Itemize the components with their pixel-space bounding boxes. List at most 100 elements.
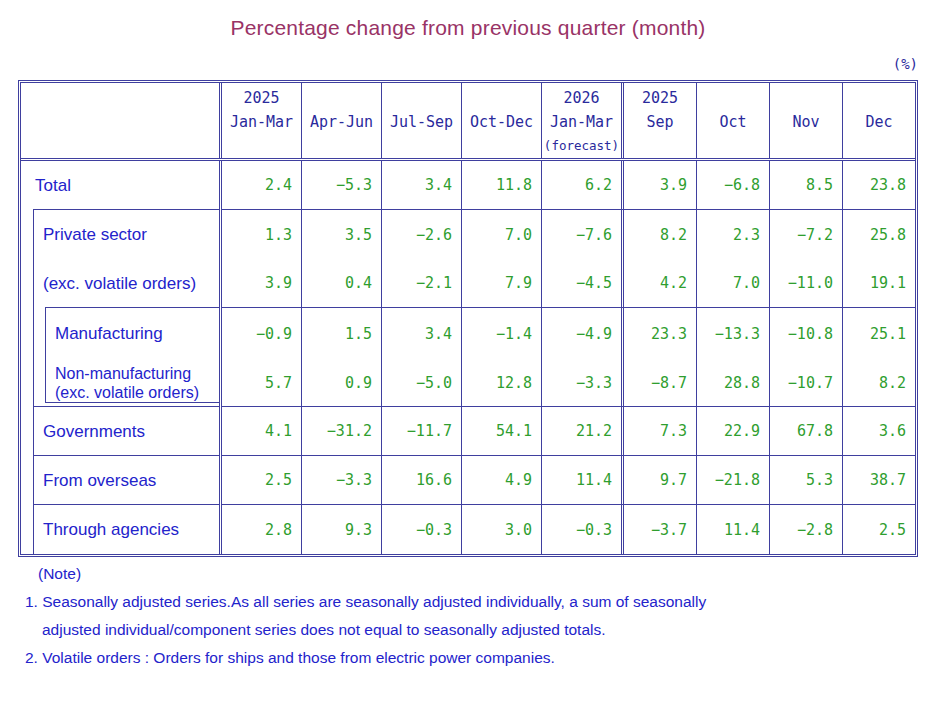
value-cell: 28.8 <box>697 359 770 407</box>
value-cell: −7.2 <box>770 210 843 259</box>
value-cell: −0.9 <box>222 308 302 359</box>
row-label: Total <box>21 161 219 210</box>
row-label: (exc. volatile orders) <box>21 259 219 308</box>
value-cell: 7.3 <box>624 407 697 456</box>
data-table: 2025Jan-MarApr-JunJul-SepOct-Dec2026Jan-… <box>18 80 918 557</box>
table-row: 5.70.9−5.012.8−3.3−8.728.8−10.78.2 <box>222 359 915 407</box>
value-cell: 67.8 <box>770 407 843 456</box>
column-header-line: 2025 <box>642 86 678 110</box>
row-label-line: Non-manufacturing <box>55 364 219 383</box>
value-cell: 1.3 <box>222 210 302 259</box>
label-group-border <box>33 455 219 456</box>
value-cell: 38.7 <box>843 456 915 505</box>
value-cell: 3.4 <box>382 308 462 359</box>
value-cell: 11.4 <box>542 456 624 505</box>
note-2: 2. Volatile orders : Orders for ships an… <box>25 647 936 668</box>
column-header-line: Oct <box>719 110 746 134</box>
value-cell: 9.7 <box>624 456 697 505</box>
row-label-line: Private sector <box>43 225 219 245</box>
value-cell: 8.5 <box>770 161 843 210</box>
notes: (Note) 1. Seasonally adjusted series.As … <box>0 563 936 675</box>
row-label-line: Total <box>35 176 219 196</box>
column-header: Oct-Dec <box>462 83 542 158</box>
value-cell: 2.5 <box>222 456 302 505</box>
header-cells: 2025Jan-MarApr-JunJul-SepOct-Dec2026Jan-… <box>222 83 915 158</box>
value-cell: −10.8 <box>770 308 843 359</box>
value-cell: 9.3 <box>302 505 382 554</box>
value-cell: 7.0 <box>462 210 542 259</box>
value-cell: −0.3 <box>542 505 624 554</box>
value-cell: −11.0 <box>770 259 843 308</box>
row-label-line: Through agencies <box>43 520 219 540</box>
value-cell: 8.2 <box>843 359 915 407</box>
value-cell: 5.7 <box>222 359 302 407</box>
row-label-column: Total Private sector (exc. volatile orders… <box>21 161 222 554</box>
value-cell: 2.8 <box>222 505 302 554</box>
value-cell: 3.4 <box>382 161 462 210</box>
column-header-line: 2026 <box>563 86 599 110</box>
notes-heading: (Note) <box>38 563 936 584</box>
value-cell: 54.1 <box>462 407 542 456</box>
value-cell: 1.5 <box>302 308 382 359</box>
value-cell: −8.7 <box>624 359 697 407</box>
value-cell: 7.0 <box>697 259 770 308</box>
row-label-line: Governments <box>43 422 219 442</box>
row-label: Governments <box>21 407 219 456</box>
value-cell: 0.9 <box>302 359 382 407</box>
table-row: −0.91.53.4−1.4−4.923.3−13.3−10.825.1 <box>222 308 915 359</box>
value-cell: −4.9 <box>542 308 624 359</box>
row-label: From overseas <box>21 456 219 505</box>
table-row: 1.33.5−2.67.0−7.68.22.3−7.225.8 <box>222 210 915 259</box>
label-group-border <box>45 308 46 403</box>
value-cell: 5.3 <box>770 456 843 505</box>
value-cell: 12.8 <box>462 359 542 407</box>
value-cell: 3.9 <box>624 161 697 210</box>
table-body: Total Private sector (exc. volatile orders… <box>21 161 915 554</box>
column-header: Dec <box>843 83 915 158</box>
row-label-line: From overseas <box>43 471 219 491</box>
data-grid: 2.4−5.33.411.86.23.9−6.88.523.81.33.5−2.… <box>222 161 915 554</box>
value-cell: 21.2 <box>542 407 624 456</box>
column-header-line: Jan-Mar <box>230 110 293 134</box>
value-cell: −2.8 <box>770 505 843 554</box>
value-cell: 23.3 <box>624 308 697 359</box>
column-header: Oct <box>697 83 770 158</box>
column-header-line: Jan-Mar <box>550 110 613 134</box>
column-header-line: Dec <box>865 110 892 134</box>
label-group-border <box>33 504 219 505</box>
value-cell: −11.7 <box>382 407 462 456</box>
value-cell: 16.6 <box>382 456 462 505</box>
row-label: Private sector <box>21 210 219 259</box>
row-label: Manufacturing <box>21 308 219 359</box>
header-label-cell <box>21 83 222 158</box>
label-group-border <box>45 402 219 403</box>
value-cell: −3.3 <box>542 359 624 407</box>
value-cell: −3.7 <box>624 505 697 554</box>
value-cell: 23.8 <box>843 161 915 210</box>
table-row: 2.89.3−0.33.0−0.3−3.711.4−2.82.5 <box>222 505 915 554</box>
row-label-line: (exc. volatile orders) <box>43 274 219 294</box>
value-cell: 3.5 <box>302 210 382 259</box>
value-cell: 2.3 <box>697 210 770 259</box>
label-group-border <box>33 210 34 554</box>
value-cell: 11.8 <box>462 161 542 210</box>
value-cell: −21.8 <box>697 456 770 505</box>
column-header-line: Apr-Jun <box>310 110 373 134</box>
column-header-line: Jul-Sep <box>390 110 453 134</box>
column-header: Apr-Jun <box>302 83 382 158</box>
value-cell: 2.4 <box>222 161 302 210</box>
value-cell: 8.2 <box>624 210 697 259</box>
value-cell: 7.9 <box>462 259 542 308</box>
value-cell: 4.2 <box>624 259 697 308</box>
note-1-line-2: adjusted individual/component series doe… <box>42 619 936 640</box>
value-cell: −13.3 <box>697 308 770 359</box>
column-header: Nov <box>770 83 843 158</box>
row-label-line: (exc. volatile orders) <box>55 383 219 402</box>
value-cell: 25.1 <box>843 308 915 359</box>
value-cell: 25.8 <box>843 210 915 259</box>
column-header: Jul-Sep <box>382 83 462 158</box>
page-title: Percentage change from previous quarter … <box>0 16 936 40</box>
value-cell: 3.6 <box>843 407 915 456</box>
column-header-line: 2025 <box>243 86 279 110</box>
value-cell: 0.4 <box>302 259 382 308</box>
